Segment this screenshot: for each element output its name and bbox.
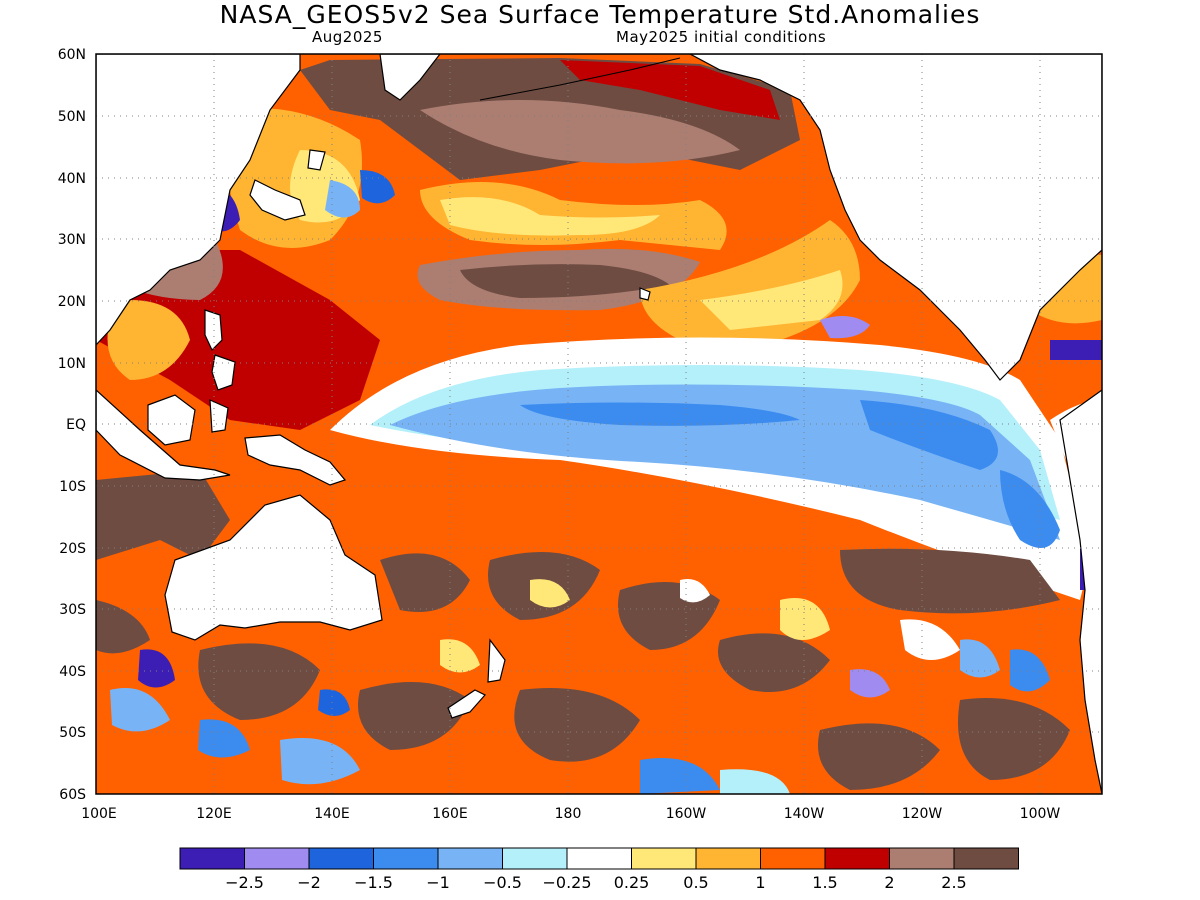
lat-tick-label: 30N bbox=[58, 232, 86, 248]
colorbar-label: −0.5 bbox=[483, 873, 522, 892]
lat-tick-label: 40N bbox=[58, 171, 86, 187]
lon-tick-label: 100E bbox=[81, 806, 117, 822]
colorbar-label: 1 bbox=[755, 873, 765, 892]
map-frame bbox=[95, 53, 1103, 795]
colorbar-swatch bbox=[889, 847, 955, 870]
colorbar-swatch bbox=[502, 847, 568, 870]
colorbar: −2.5 −2 −1.5 −1 −0.5 −0.25 0.25 0.5 1 1.5 2 2.5 bbox=[179, 847, 1019, 892]
lon-tick-label: 160E bbox=[432, 806, 468, 822]
lat-tick-label: 50S bbox=[59, 725, 86, 741]
lat-tick-label: 60N bbox=[58, 47, 86, 63]
colorbar-swatch bbox=[179, 847, 245, 870]
lat-tick-label: 30S bbox=[59, 602, 86, 618]
colorbar-swatch bbox=[695, 847, 761, 870]
lat-tick-label: 60S bbox=[59, 787, 86, 803]
forecast-month: Aug2025 bbox=[312, 28, 383, 46]
lon-tick-label: 120E bbox=[196, 806, 232, 822]
lat-tick-label: 50N bbox=[58, 109, 86, 125]
colorbar-swatch bbox=[308, 847, 374, 870]
lat-tick-label: 10S bbox=[59, 479, 86, 495]
lon-tick-label: 120W bbox=[902, 806, 943, 822]
colorbar-swatch bbox=[760, 847, 826, 870]
colorbar-label: 0.25 bbox=[614, 873, 650, 892]
anomaly-field bbox=[96, 54, 1102, 794]
lat-tick-label: 20S bbox=[59, 541, 86, 557]
lon-tick-label: 180 bbox=[555, 806, 582, 822]
lon-tick-label: 160W bbox=[666, 806, 707, 822]
colorbar-label: −1.5 bbox=[354, 873, 393, 892]
colorbar-label: 0.5 bbox=[683, 873, 708, 892]
colorbar-label: −0.25 bbox=[542, 873, 591, 892]
lon-tick-label: 140W bbox=[784, 806, 825, 822]
colorbar-swatch bbox=[373, 847, 439, 870]
lon-tick-label: 140E bbox=[314, 806, 350, 822]
lat-tick-label: 40S bbox=[59, 664, 86, 680]
latitude-axis: 60N 50N 40N 30N 20N 10N EQ 10S 20S 30S 4… bbox=[58, 47, 86, 803]
colorbar-swatch bbox=[566, 847, 632, 870]
initial-conditions: May2025 initial conditions bbox=[616, 28, 827, 46]
lat-tick-label: EQ bbox=[66, 417, 86, 433]
colorbar-label: −1 bbox=[426, 873, 450, 892]
lat-tick-label: 10N bbox=[58, 356, 86, 372]
chart-title: NASA_GEOS5v2 Sea Surface Temperature Std… bbox=[219, 0, 981, 29]
colorbar-label: 1.5 bbox=[812, 873, 837, 892]
colorbar-swatch bbox=[953, 847, 1019, 870]
lat-tick-label: 20N bbox=[58, 294, 86, 310]
colorbar-swatch bbox=[824, 847, 890, 870]
colorbar-label: 2.5 bbox=[941, 873, 966, 892]
colorbar-label: 2 bbox=[884, 873, 894, 892]
colorbar-label: −2.5 bbox=[225, 873, 264, 892]
colorbar-swatch bbox=[631, 847, 697, 870]
colorbar-label: −2 bbox=[297, 873, 321, 892]
longitude-axis: 100E 120E 140E 160E 180 160W 140W 120W 1… bbox=[81, 806, 1060, 822]
lon-tick-label: 100W bbox=[1020, 806, 1061, 822]
colorbar-swatch bbox=[437, 847, 503, 870]
colorbar-swatch bbox=[244, 847, 310, 870]
